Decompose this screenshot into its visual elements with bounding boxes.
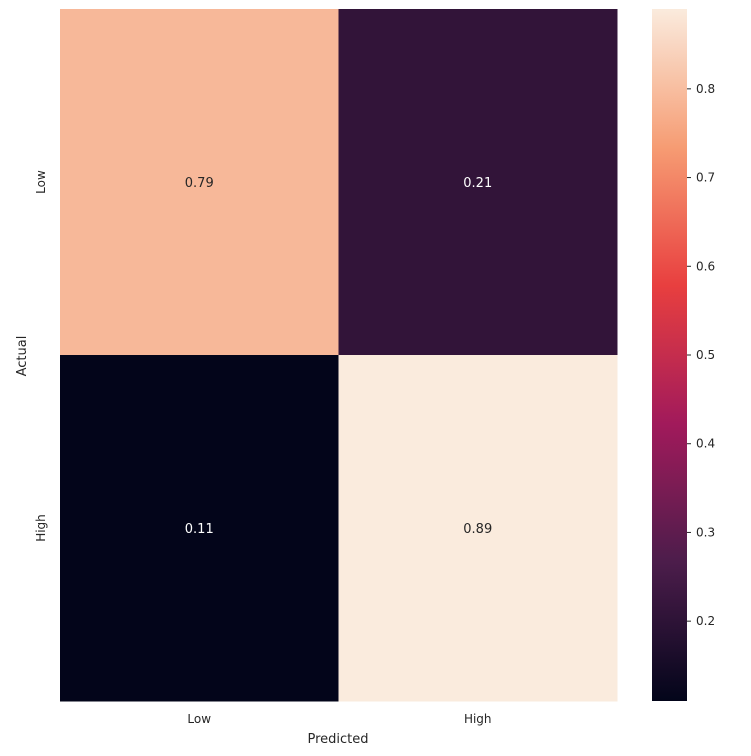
cell-value-label: 0.89 bbox=[463, 522, 492, 537]
colorbar-bar bbox=[652, 9, 687, 701]
colorbar-tick-group: 0.2 0.3 0.4 0.5 0.6 0.7 0.8 bbox=[687, 82, 715, 628]
x-tick-label-group: Low High bbox=[187, 712, 491, 726]
cell-value-label: 0.79 bbox=[185, 176, 214, 191]
y-tick-label: High bbox=[34, 514, 48, 542]
x-tick-label: High bbox=[464, 712, 492, 726]
colorbar-tick-label: 0.6 bbox=[696, 259, 715, 273]
cell-label-group: 0.79 0.21 0.11 0.89 bbox=[185, 176, 492, 537]
y-tick-label: Low bbox=[34, 170, 48, 194]
y-tick-label-group: Low High bbox=[34, 170, 48, 542]
colorbar-tick-label: 0.5 bbox=[696, 348, 715, 362]
colorbar-tick-label: 0.4 bbox=[696, 437, 715, 451]
y-axis-label: Actual bbox=[15, 336, 30, 377]
colorbar-tick-label: 0.2 bbox=[696, 614, 715, 628]
cell-value-label: 0.21 bbox=[463, 176, 492, 191]
x-tick-label: Low bbox=[187, 712, 211, 726]
heatmap-plot-area bbox=[60, 9, 618, 702]
colorbar-tick-label: 0.7 bbox=[696, 171, 715, 185]
colorbar-tick-label: 0.8 bbox=[696, 82, 715, 96]
heatmap-cell bbox=[338, 355, 618, 702]
heatmap-cell bbox=[338, 9, 618, 356]
colorbar: 0.2 0.3 0.4 0.5 0.6 0.7 0.8 bbox=[652, 9, 715, 701]
colorbar-tick-label: 0.3 bbox=[696, 525, 715, 539]
heatmap-cell bbox=[60, 9, 339, 356]
heatmap-cell bbox=[60, 355, 339, 702]
cell-value-label: 0.11 bbox=[185, 522, 214, 537]
x-axis-label: Predicted bbox=[307, 732, 368, 747]
